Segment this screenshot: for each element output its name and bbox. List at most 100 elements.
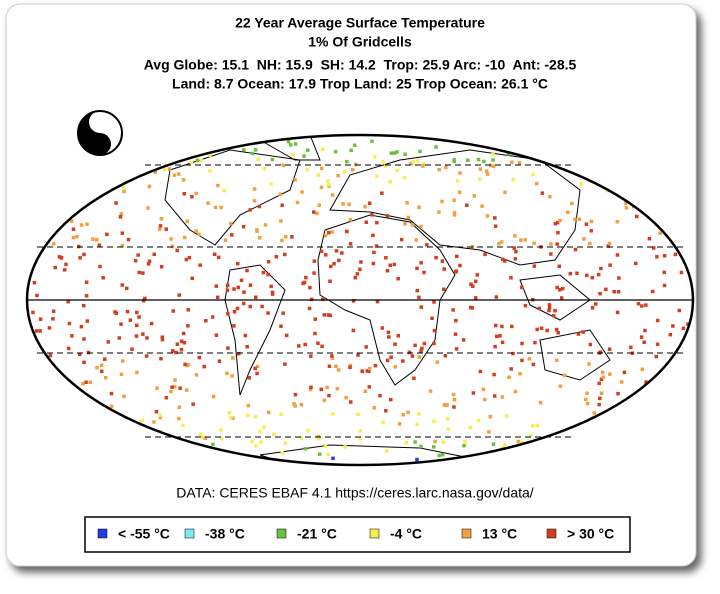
gridcell (336, 368, 341, 372)
gridcell (452, 405, 456, 409)
gridcell (348, 242, 353, 246)
gridcell (214, 333, 219, 337)
gridcell (422, 270, 426, 275)
gridcell (128, 318, 133, 322)
gridcell (175, 342, 180, 346)
gridcell (393, 365, 398, 369)
gridcell (279, 324, 283, 328)
gridcell (599, 266, 603, 271)
gridcell (245, 268, 249, 273)
gridcell (520, 341, 524, 346)
gridcell (555, 285, 559, 290)
gridcell (581, 330, 585, 334)
gridcell (316, 173, 321, 177)
gridcell (671, 324, 675, 328)
gridcell (158, 413, 162, 417)
gridcell (365, 369, 370, 373)
gridcell (640, 367, 645, 372)
gridcell (375, 174, 379, 178)
gridcell (387, 335, 391, 339)
gridcell (326, 452, 331, 457)
gridcell (137, 315, 141, 319)
gridcell (293, 142, 298, 146)
gridcell (491, 158, 495, 162)
gridcell (348, 365, 352, 370)
gridcell (281, 311, 285, 315)
gridcell (109, 391, 114, 396)
gridcell (533, 340, 537, 345)
gridcell (144, 354, 149, 358)
gridcell (530, 424, 535, 428)
gridcell (70, 334, 74, 338)
gridcell (510, 324, 514, 329)
gridcell (242, 148, 246, 152)
gridcell (549, 242, 553, 246)
gridcell (654, 354, 659, 359)
gridcell (415, 422, 420, 427)
gridcell (597, 402, 601, 407)
gridcell (506, 152, 510, 156)
gridcell (114, 311, 119, 316)
gridcell (547, 303, 552, 307)
gridcell (435, 360, 440, 364)
gridcell (343, 445, 347, 449)
gridcell (493, 224, 498, 228)
gridcell (388, 179, 393, 184)
gridcell (225, 283, 230, 288)
gridcell (146, 206, 150, 210)
gridcell (547, 305, 552, 310)
gridcell (47, 326, 52, 330)
gridcell (473, 296, 478, 300)
gridcell (284, 235, 288, 239)
gridcell (673, 252, 678, 257)
gridcell (81, 381, 85, 386)
gridcell (402, 175, 407, 180)
gridcell (247, 376, 251, 380)
gridcell (235, 261, 240, 266)
gridcell (291, 153, 295, 157)
gridcell (181, 178, 186, 182)
gridcell (351, 328, 356, 333)
gridcell (270, 290, 275, 295)
gridcell (558, 384, 563, 388)
gridcell (231, 416, 235, 420)
gridcell (253, 415, 258, 419)
gridcell (452, 198, 456, 203)
gridcell (250, 151, 255, 156)
gridcell (223, 238, 228, 243)
gridcell (582, 237, 586, 241)
gridcell (326, 179, 330, 183)
gridcell (465, 203, 469, 207)
gridcell (491, 442, 496, 446)
gridcell (598, 396, 602, 401)
gridcell (135, 310, 139, 315)
gridcell (558, 287, 562, 292)
gridcell (170, 385, 174, 389)
gridcell (170, 244, 175, 249)
gridcell (262, 425, 266, 429)
gridcell (69, 219, 74, 223)
gridcell (532, 264, 537, 268)
gridcell (208, 168, 212, 173)
gridcell (334, 364, 338, 369)
gridcell (334, 249, 339, 253)
gridcell (211, 394, 216, 399)
gridcell (576, 332, 581, 336)
gridcell (413, 440, 417, 444)
gridcell (351, 299, 356, 303)
gridcell (225, 288, 230, 293)
gridcell (640, 304, 644, 308)
gridcell (121, 185, 126, 189)
gridcell (353, 275, 358, 280)
gridcell (358, 429, 363, 433)
gridcell (523, 303, 528, 308)
gridcell (177, 405, 182, 409)
gridcell (585, 391, 589, 396)
gridcell (535, 423, 540, 428)
gridcell (134, 334, 139, 338)
gridcell (374, 244, 379, 248)
gridcell (468, 425, 473, 430)
gridcell (575, 271, 579, 275)
gridcell (607, 241, 612, 246)
gridcell (615, 219, 620, 224)
